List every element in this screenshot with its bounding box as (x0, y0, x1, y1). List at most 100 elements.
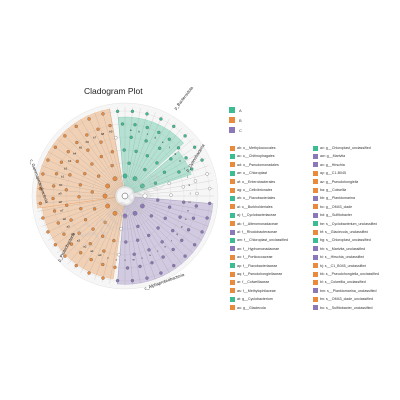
node-letter-label: y (116, 258, 118, 262)
taxa-legend-item: ae: o__Chloroplast (230, 169, 267, 177)
node-letter-label: i (184, 166, 185, 170)
node-letter-label: t (158, 249, 159, 253)
tree-ring (65, 136, 185, 256)
tree-node (122, 213, 128, 219)
taxa-legend-swatch (230, 263, 235, 269)
taxa-legend-label: al: f__Rhodobacteraceae (237, 230, 278, 234)
tree-node (74, 263, 78, 268)
tree-node (77, 195, 81, 199)
tree-node (101, 112, 105, 116)
tree-node (130, 279, 135, 283)
tree-branch (36, 196, 118, 204)
tree-ring (52, 123, 198, 269)
tree-node (69, 242, 74, 246)
taxa-legend-swatch (230, 170, 235, 176)
taxa-legend-label: am: f__Chloroplast_unclassified (237, 238, 288, 243)
tree-node (147, 248, 151, 252)
tree-branch (36, 188, 118, 196)
tree-node (62, 232, 66, 236)
tree-node (51, 196, 55, 201)
tree-node (79, 251, 83, 255)
tree-node (115, 279, 120, 283)
tree-branch (52, 144, 119, 192)
tree-node (155, 161, 159, 165)
taxa-legend-label: at: g__Cyclobacterium (237, 297, 273, 302)
tree-node (91, 227, 95, 231)
tree-node (83, 218, 88, 222)
tree-branch (125, 107, 133, 189)
tree-node (130, 109, 135, 113)
taxa-legend-label: bd: g__Sulfitobacter (320, 213, 352, 218)
tree-node (122, 148, 126, 152)
taxa-legend-item: ag: o__Cellvibrionales (230, 186, 272, 194)
taxa-legend-item: as: f__Methylophilaceae (230, 287, 276, 295)
tree-node (124, 240, 128, 244)
node-letter-label: a2 (83, 244, 87, 248)
tree-node (200, 158, 204, 162)
taxa-legend-swatch (230, 246, 235, 252)
tree-node (122, 173, 128, 179)
tree-node (194, 204, 198, 208)
tree-branch (41, 165, 118, 194)
tree-branch (130, 201, 189, 260)
tree-node (105, 203, 111, 209)
tree-node (108, 123, 112, 128)
taxa-legend-item: be: s__Cyclobacterium_unclassified (313, 220, 377, 228)
tree-node (195, 191, 199, 196)
taxa-legend-label: ar: f__Colwelliaceae (237, 280, 270, 285)
tree-node (157, 130, 161, 135)
node-letter-label: s (164, 244, 166, 248)
tree-node (120, 122, 125, 126)
taxa-legend-label: az: g__Pseudohongiella (320, 179, 359, 184)
tree-branch (130, 132, 189, 191)
tree-branch (73, 202, 121, 269)
taxa-legend-label: ad: o__Pseudomonadales (237, 162, 279, 167)
tree-node (169, 193, 173, 197)
chart-title: Cladogram Plot (84, 86, 143, 96)
tree-node (85, 133, 89, 137)
tree-branch (44, 158, 118, 193)
taxa-legend-label: ai: o__Burkholderiales (237, 204, 273, 209)
taxa-legend-label: bl: s__Colwellia_unclassified (320, 280, 366, 285)
taxa-legend-swatch (230, 229, 235, 235)
tree-node (156, 226, 160, 230)
taxa-legend-item: ac: o__Chitinophagales (230, 152, 275, 160)
taxa-legend-label: aj: f__Cyclobacteriaceae (237, 213, 277, 218)
tree-node (90, 190, 94, 194)
tree-branch (130, 202, 183, 265)
tree-node (143, 167, 147, 172)
tree-node (99, 140, 103, 144)
taxa-legend-item: bc: g__OM43_clade (313, 203, 352, 211)
tree-node (53, 243, 58, 247)
taxa-legend-label: bj: s__C1_B045_unclassified (320, 263, 367, 268)
taxa-legend-label: bf: s__Glaciecola_unclassified (320, 230, 369, 234)
tree-node (132, 176, 138, 182)
tree-node (163, 216, 167, 220)
taxa-legend-swatch (230, 296, 235, 302)
taxa-legend-item: bd: g__Sulfitobacter (313, 211, 352, 219)
tree-node (46, 158, 50, 162)
taxa-legend-swatch (230, 254, 235, 260)
tree-branch (131, 138, 194, 191)
taxa-legend-label: be: s__Cyclobacterium_unclassified (320, 221, 378, 226)
taxa-legend-label: bk: s__Pseudohongiella_unclassified (320, 272, 379, 276)
taxa-legend-item: am: f__Chloroplast_unclassified (230, 236, 288, 244)
taxa-legend-item: az: g__Pseudohongiella (313, 178, 358, 186)
group-legend-item: C (229, 125, 242, 135)
taxa-legend-label: bh: s__Marivita_unclassified (320, 246, 366, 251)
group-legend-swatch (229, 107, 235, 113)
tree-branch (132, 198, 209, 227)
node-letter-label: q (176, 232, 178, 236)
tree-branch (67, 202, 120, 265)
tree-node (38, 186, 42, 191)
tree-branch (132, 172, 212, 195)
taxa-legend-swatch (230, 221, 235, 227)
taxa-legend-item: at: g__Cyclobacterium (230, 295, 273, 303)
clade-sector (117, 116, 185, 190)
tree-ring (91, 162, 159, 230)
tree-node (59, 160, 64, 164)
tree-node (180, 238, 184, 242)
tree-node (177, 170, 181, 174)
node-letter-label: b7 (93, 135, 97, 139)
